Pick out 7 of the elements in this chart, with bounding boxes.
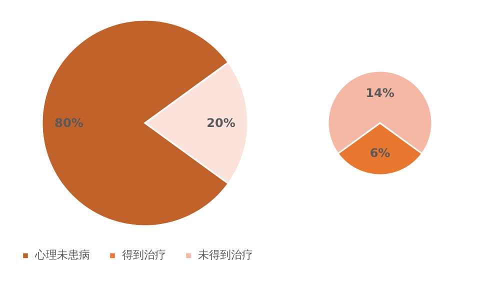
data-label: 6% [370,146,390,160]
data-label: 80% [54,116,84,130]
legend-label: 未得到治疗 [198,248,253,262]
legend-label: 心理未患病 [34,248,90,262]
legend-label: 得到治疗 [122,248,166,262]
data-label: 14% [366,86,394,100]
data-label: 20% [206,116,236,130]
